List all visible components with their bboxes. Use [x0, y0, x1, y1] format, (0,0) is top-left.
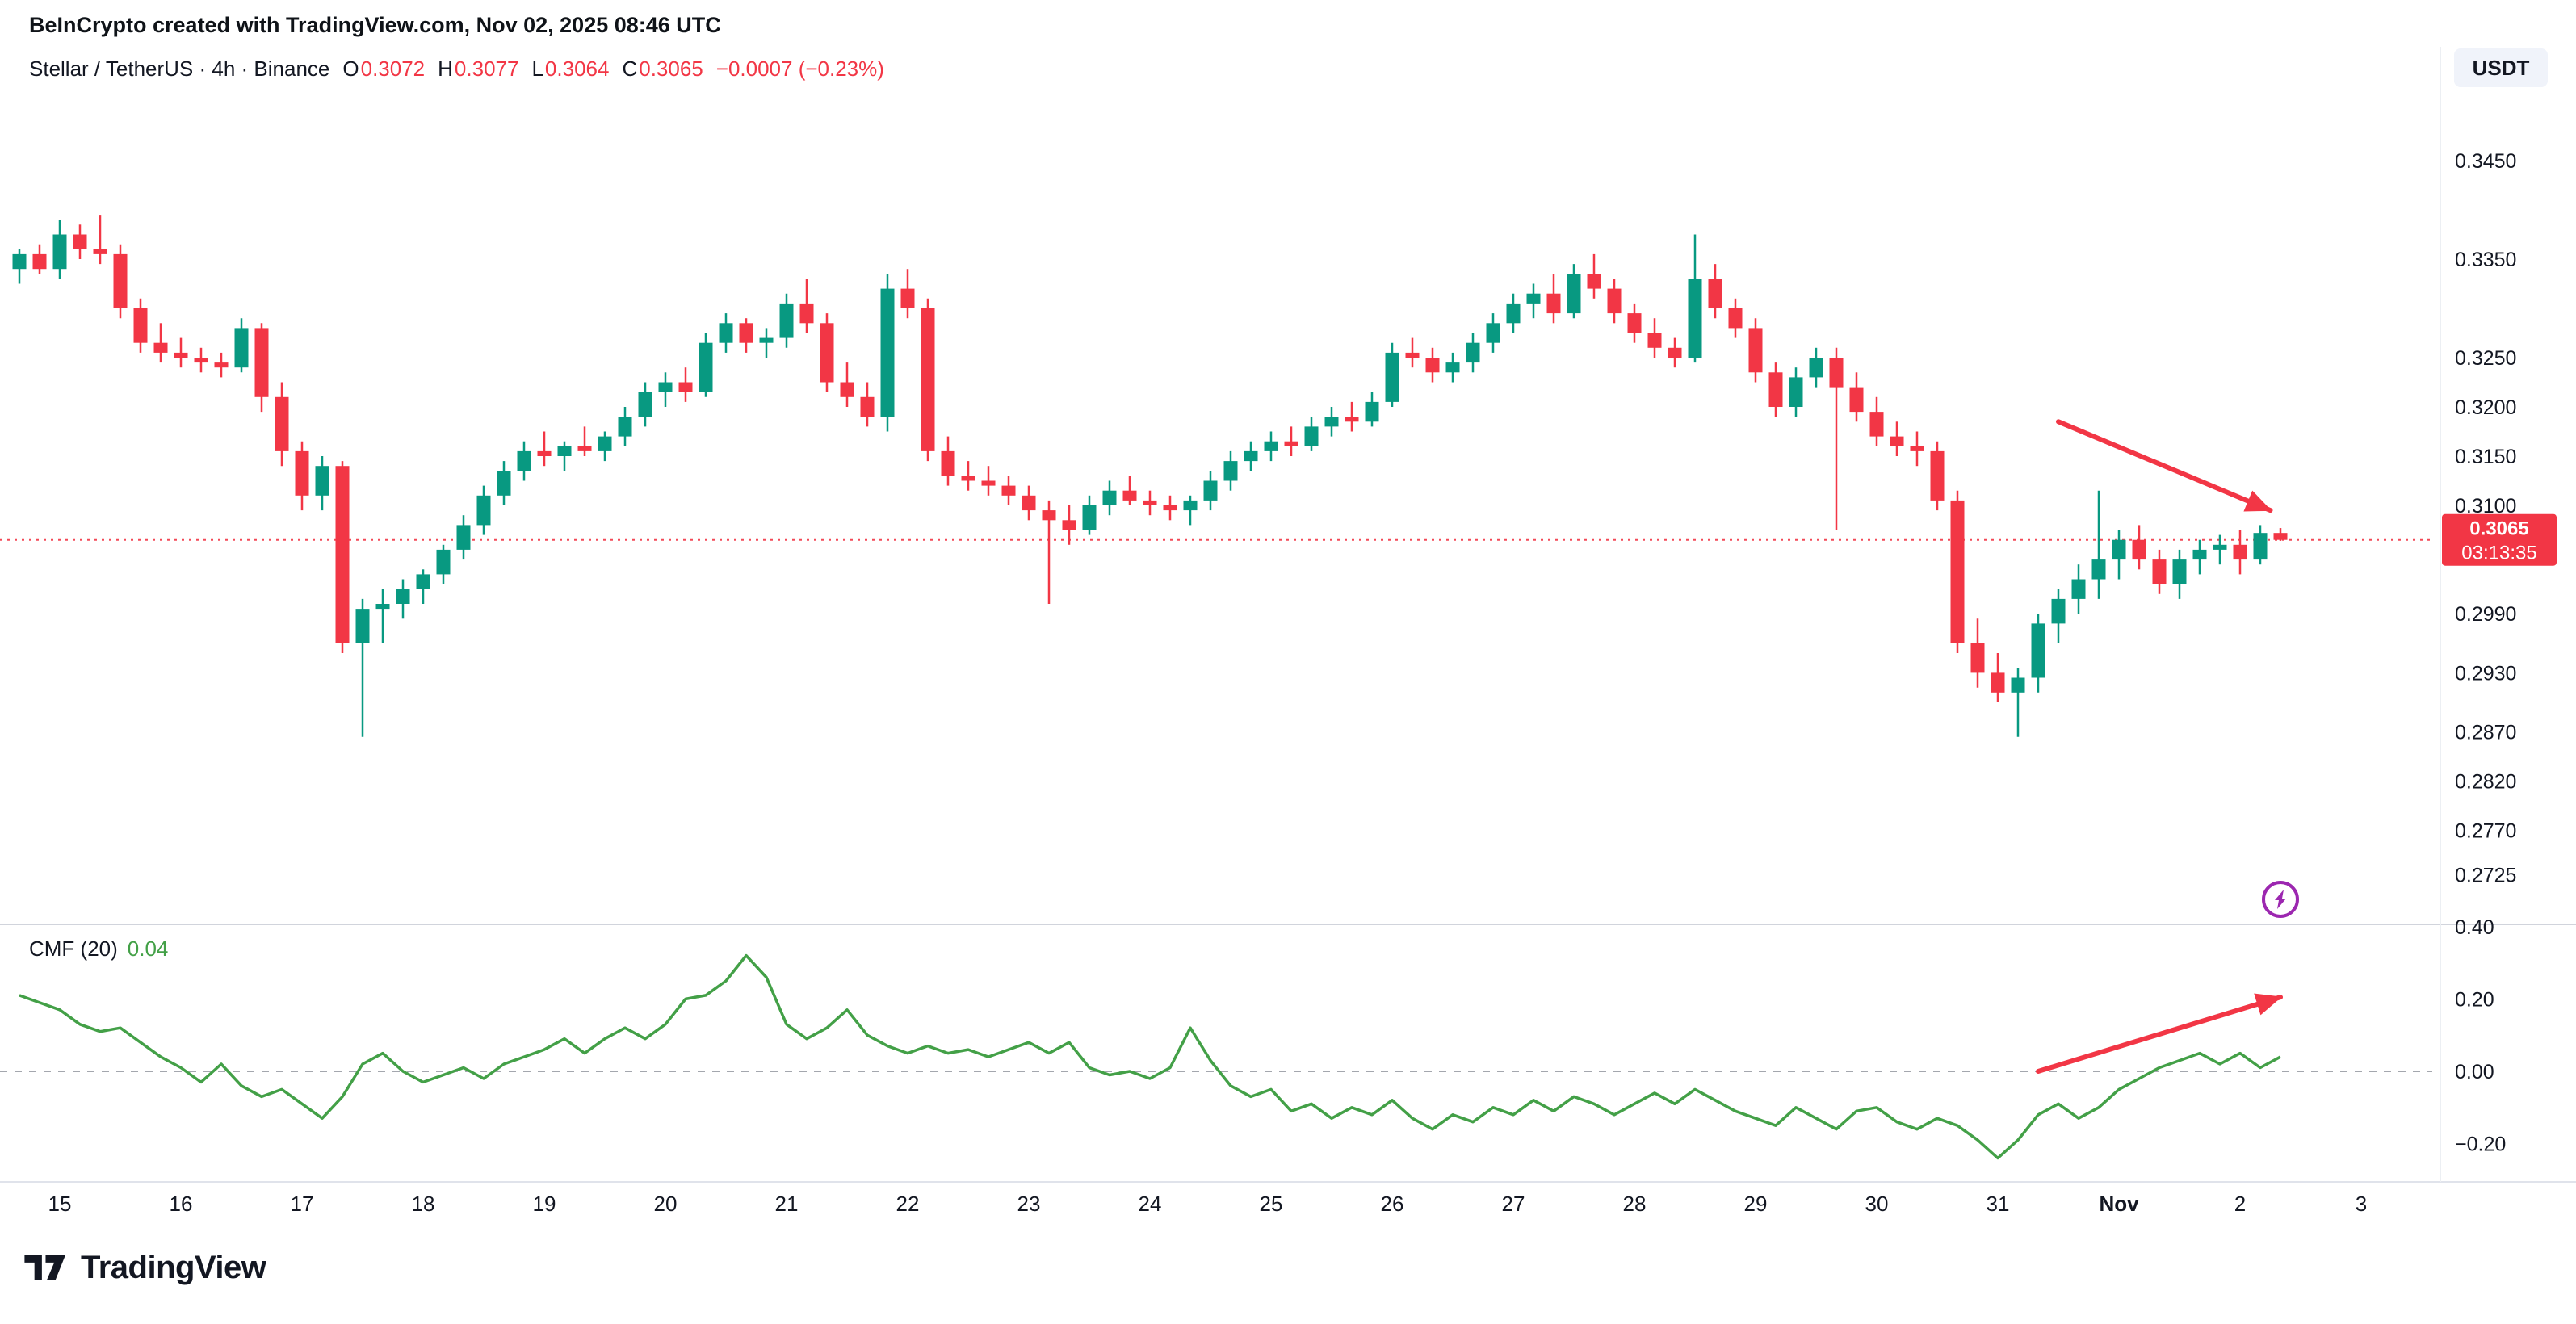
svg-text:20: 20	[654, 1192, 678, 1216]
svg-text:21: 21	[775, 1192, 799, 1216]
svg-text:03:13:35: 03:13:35	[2461, 543, 2536, 564]
svg-text:3: 3	[2356, 1192, 2367, 1216]
ohlc-low: L 0.3064	[531, 57, 609, 82]
svg-text:16: 16	[170, 1192, 193, 1216]
svg-text:0.3100: 0.3100	[2455, 495, 2516, 517]
svg-text:29: 29	[1744, 1192, 1768, 1216]
svg-text:0.3200: 0.3200	[2455, 396, 2516, 419]
svg-text:0.00: 0.00	[2455, 1061, 2494, 1083]
symbol-legend[interactable]: Stellar / TetherUS · 4h · Binance O 0.307…	[29, 57, 884, 82]
svg-text:Nov: Nov	[2099, 1192, 2139, 1216]
open-value: 0.3072	[360, 57, 426, 81]
svg-text:18: 18	[412, 1192, 435, 1216]
low-value: 0.3064	[544, 57, 610, 81]
close-label: C	[622, 57, 638, 81]
tradingview-wordmark: TradingView	[81, 1249, 266, 1285]
svg-text:0.2870: 0.2870	[2455, 722, 2516, 744]
svg-text:0.3350: 0.3350	[2455, 249, 2516, 271]
high-value: 0.3077	[454, 57, 519, 81]
svg-text:0.3450: 0.3450	[2455, 150, 2516, 173]
svg-text:0.3065: 0.3065	[2469, 518, 2528, 540]
svg-text:0.2820: 0.2820	[2455, 771, 2516, 794]
svg-text:0.3250: 0.3250	[2455, 347, 2516, 370]
candlestick-series	[12, 215, 2288, 737]
svg-text:0.3150: 0.3150	[2455, 446, 2516, 468]
ohlc-open: O 0.3072	[342, 57, 425, 82]
symbol-title: Stellar / TetherUS · 4h · Binance	[29, 57, 330, 81]
svg-text:17: 17	[291, 1192, 314, 1216]
flash-icon[interactable]	[2262, 881, 2299, 918]
indicator-label: CMF (20)	[29, 936, 118, 961]
time-axis[interactable]: 15 16 17 18 19 20 21 22 23 24 25 26 27 28 29 30 31 Nov 2 3	[48, 1192, 2368, 1216]
indicator-axis[interactable]: 0.40 0.20 0.00 −0.20	[2455, 916, 2506, 1156]
low-label: L	[531, 57, 543, 81]
change-value: −0.0007 (−0.23%)	[715, 57, 884, 81]
svg-text:0.2930: 0.2930	[2455, 662, 2516, 685]
indicator-legend[interactable]: CMF (20) 0.04	[29, 936, 168, 962]
svg-text:0.2990: 0.2990	[2455, 603, 2516, 626]
close-value: 0.3065	[639, 57, 703, 81]
tradingview-logo[interactable]: TradingView	[24, 1249, 266, 1286]
currency-unit-button[interactable]: USDT	[2454, 48, 2548, 87]
svg-text:15: 15	[48, 1192, 72, 1216]
svg-text:28: 28	[1623, 1192, 1647, 1216]
price-axis[interactable]: 0.3450 0.3350 0.3250 0.3200 0.3150 0.3100 0.29…	[2455, 150, 2516, 887]
ohlc-close: C 0.3065	[622, 57, 703, 82]
svg-text:26: 26	[1381, 1192, 1404, 1216]
svg-text:0.40: 0.40	[2455, 916, 2494, 939]
svg-text:19: 19	[533, 1192, 556, 1216]
open-label: O	[342, 57, 359, 81]
svg-text:0.2725: 0.2725	[2455, 865, 2516, 887]
svg-text:30: 30	[1865, 1192, 1889, 1216]
last-price-label: 0.3065 03:13:35	[2442, 513, 2557, 566]
pane-separators	[0, 47, 2576, 1183]
svg-text:2: 2	[2234, 1192, 2246, 1216]
svg-text:25: 25	[1260, 1192, 1283, 1216]
svg-text:22: 22	[896, 1192, 920, 1216]
svg-text:−0.20: −0.20	[2455, 1133, 2506, 1156]
trend-arrow-main	[2056, 419, 2273, 513]
svg-text:0.20: 0.20	[2455, 988, 2494, 1011]
svg-text:23: 23	[1017, 1192, 1041, 1216]
indicator-value: 0.04	[127, 936, 169, 961]
trend-arrow-cmf	[2036, 993, 2283, 1074]
attribution-text: BeInCrypto created with TradingView.com,…	[29, 13, 721, 37]
svg-text:0.2770: 0.2770	[2455, 820, 2516, 843]
svg-text:27: 27	[1502, 1192, 1525, 1216]
tradingview-logo-mark	[24, 1255, 65, 1280]
svg-text:24: 24	[1139, 1192, 1162, 1216]
cmf-line	[19, 953, 2281, 1160]
ohlc-high: H 0.3077	[438, 57, 518, 82]
svg-text:31: 31	[1987, 1192, 2010, 1216]
high-label: H	[438, 57, 453, 81]
